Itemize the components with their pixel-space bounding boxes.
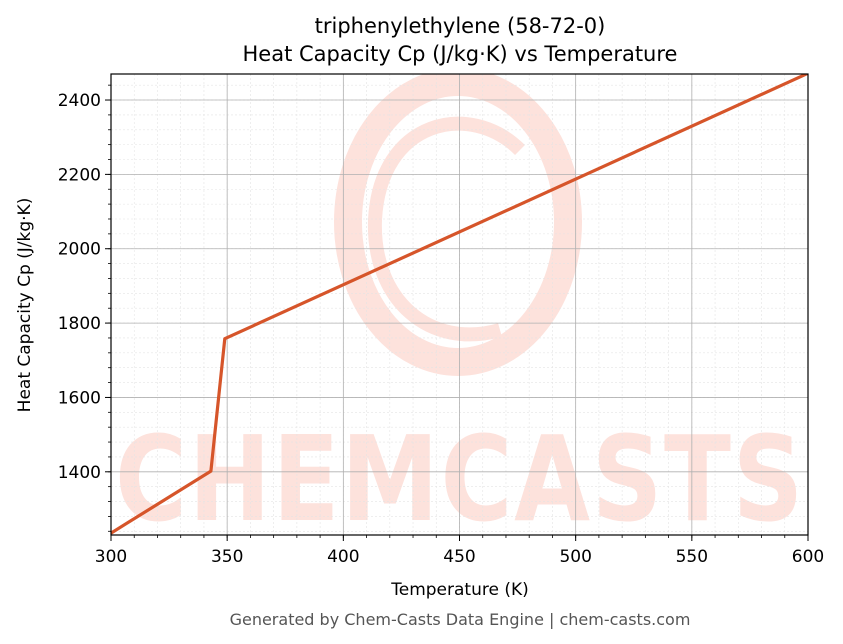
watermark-swirl-icon — [334, 74, 582, 376]
x-tick-label: 600 — [792, 547, 824, 567]
x-tick-label: 300 — [95, 547, 127, 567]
series-line — [111, 74, 808, 535]
x-ticks: 300 350 400 450 500 550 600 — [95, 535, 824, 567]
y-tick-label: 1600 — [58, 388, 101, 408]
watermark: CHEMCASTS — [115, 74, 805, 548]
y-axis-label: Heat Capacity Cp (J/kg·K) — [15, 198, 35, 413]
watermark-swirl-inner-icon — [367, 116, 525, 342]
y-tick-label: 1400 — [58, 463, 101, 483]
x-tick-label: 400 — [327, 547, 359, 567]
x-tick-label: 550 — [676, 547, 708, 567]
y-tick-label: 2000 — [58, 240, 101, 260]
chart-title: triphenylethylene (58-72-0) — [315, 14, 606, 38]
chart-subtitle: Heat Capacity Cp (J/kg·K) vs Temperature — [243, 42, 678, 66]
x-axis-label: Temperature (K) — [390, 580, 529, 600]
x-tick-label: 500 — [559, 547, 591, 567]
y-tick-label: 2400 — [58, 91, 101, 111]
series-layer — [111, 74, 808, 535]
y-ticks: 1400 1600 1800 2000 2200 2400 — [58, 84, 111, 532]
footer-credit: Generated by Chem-Casts Data Engine | ch… — [230, 610, 691, 629]
x-tick-label: 350 — [211, 547, 243, 567]
x-tick-label: 450 — [443, 547, 475, 567]
y-tick-label: 1800 — [58, 314, 101, 334]
watermark-text: CHEMCASTS — [115, 410, 805, 548]
y-tick-label: 2200 — [58, 165, 101, 185]
